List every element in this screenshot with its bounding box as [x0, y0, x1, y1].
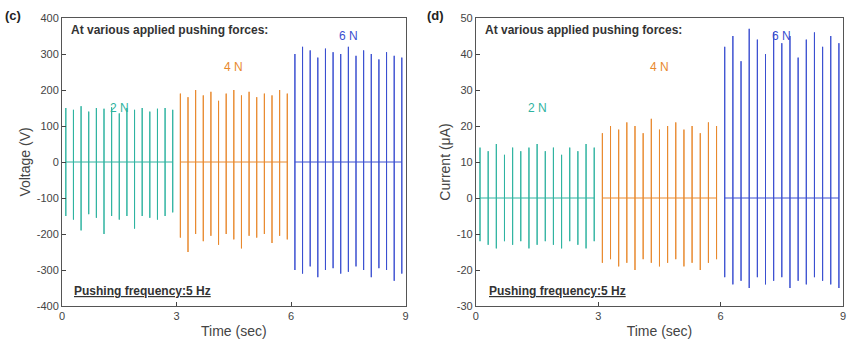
svg-text:200: 200 [40, 84, 58, 96]
svg-text:(c): (c) [5, 8, 21, 23]
svg-text:300: 300 [40, 48, 58, 60]
svg-text:0: 0 [473, 310, 479, 322]
svg-text:At various applied pushing for: At various applied pushing forces: [485, 23, 682, 37]
svg-text:Current (μA): Current (μA) [437, 123, 453, 200]
svg-text:10: 10 [460, 156, 472, 168]
svg-text:Voltage (V): Voltage (V) [17, 127, 33, 196]
svg-text:Time (sec): Time (sec) [627, 323, 693, 339]
svg-text:-200: -200 [37, 228, 59, 240]
svg-text:-20: -20 [457, 264, 473, 276]
svg-text:9: 9 [840, 310, 846, 322]
svg-text:3: 3 [173, 310, 179, 322]
svg-text:-300: -300 [37, 264, 59, 276]
svg-text:50: 50 [460, 12, 472, 24]
svg-text:9: 9 [403, 310, 409, 322]
svg-text:0: 0 [467, 192, 473, 204]
svg-text:6 N: 6 N [339, 29, 358, 43]
svg-text:6: 6 [718, 310, 724, 322]
svg-text:400: 400 [40, 12, 58, 24]
svg-text:-400: -400 [37, 300, 59, 312]
svg-text:Pushing frequency:5 Hz: Pushing frequency:5 Hz [489, 284, 626, 298]
svg-text:-10: -10 [457, 228, 473, 240]
svg-text:-30: -30 [457, 300, 473, 312]
svg-text:Pushing frequency:5 Hz: Pushing frequency:5 Hz [74, 284, 211, 298]
svg-text:2 N: 2 N [528, 101, 547, 115]
svg-text:3: 3 [595, 310, 601, 322]
svg-text:0: 0 [59, 310, 65, 322]
svg-text:6 N: 6 N [772, 29, 791, 43]
svg-text:At various applied pushing for: At various applied pushing forces: [71, 23, 268, 37]
svg-text:6: 6 [288, 310, 294, 322]
svg-text:40: 40 [460, 48, 472, 60]
svg-text:2 N: 2 N [110, 101, 129, 115]
svg-text:100: 100 [40, 120, 58, 132]
svg-text:-100: -100 [37, 192, 59, 204]
svg-text:Time (sec): Time (sec) [201, 323, 267, 339]
svg-text:4 N: 4 N [650, 60, 669, 74]
svg-text:(d): (d) [427, 8, 444, 23]
svg-text:0: 0 [53, 156, 59, 168]
svg-text:4 N: 4 N [224, 60, 243, 74]
svg-text:20: 20 [460, 120, 472, 132]
svg-text:30: 30 [460, 84, 472, 96]
